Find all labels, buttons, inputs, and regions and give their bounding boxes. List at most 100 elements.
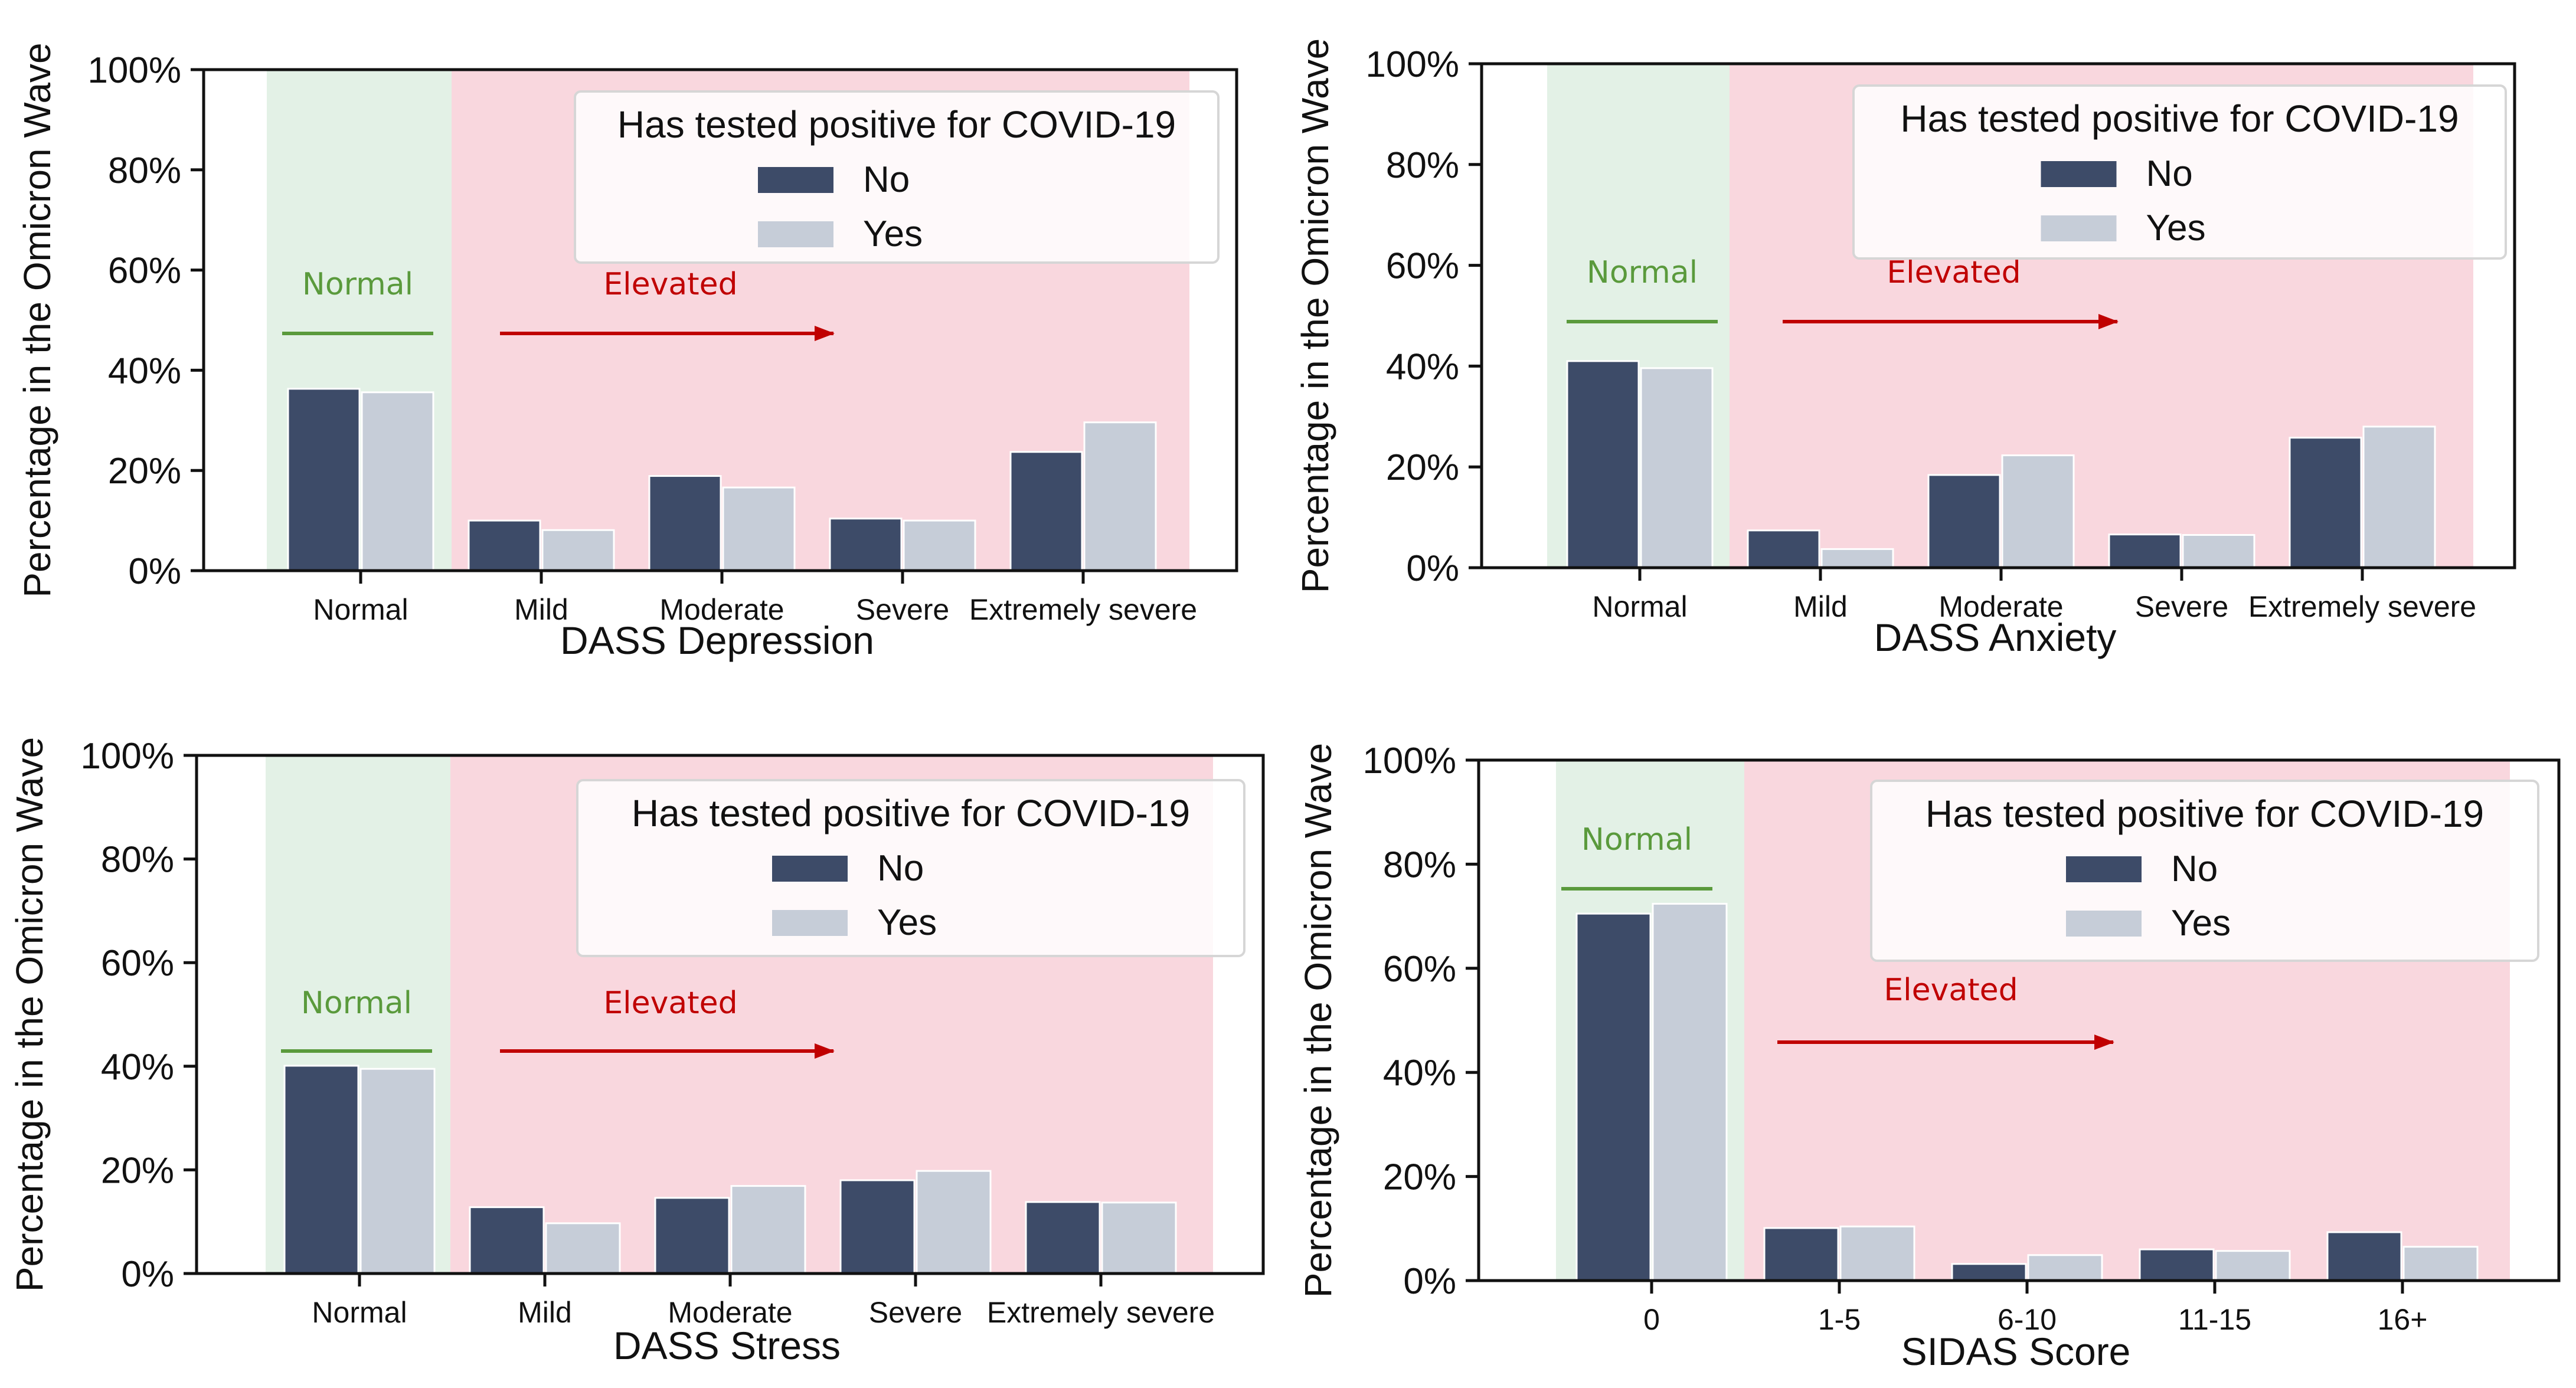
y-tick-label: 20% [1383, 1157, 1456, 1198]
x-tick-label: Normal [1592, 590, 1687, 623]
y-tick-label: 0% [121, 1254, 174, 1295]
x-tick-label: Severe [2135, 590, 2228, 623]
legend-entry-yes: Yes [877, 902, 937, 943]
y-tick-label: 60% [1383, 949, 1456, 990]
legend-swatch-no [2066, 856, 2142, 882]
legend-swatch-yes [2041, 215, 2117, 241]
legend-entry-no: No [2171, 849, 2218, 889]
bar-yes-4 [1101, 1202, 1177, 1275]
bar-no-2 [648, 475, 722, 572]
bar-no-0 [287, 388, 361, 572]
x-tick-label: 16+ [2378, 1303, 2428, 1336]
bar-no-1 [469, 1206, 545, 1275]
y-tick-label: 60% [101, 943, 174, 984]
plot-frame [202, 68, 1238, 572]
legend-title: Has tested positive for COVID-19 [1900, 97, 2459, 140]
legend-title: Has tested positive for COVID-19 [632, 792, 1190, 834]
x-tick-label: Moderate [1938, 590, 2063, 623]
x-axis-label: SIDAS Score [1901, 1330, 2131, 1373]
elevated-annotation: Elevated [603, 986, 737, 1021]
bar-yes-3 [2215, 1250, 2291, 1282]
legend-swatch-yes [2066, 911, 2142, 937]
bar-no-3 [839, 1179, 916, 1275]
y-tick-label: 40% [1383, 1053, 1456, 1094]
bar-no-2 [654, 1197, 730, 1275]
chart-panel-1: 0% 20% 40% 60% 80% 100% Normal Mild Moderate Seve… [16, 42, 1238, 662]
bar-no-2 [1927, 474, 2001, 569]
chart-panel-3: 0% 20% 40% 60% 80% 100% Normal Mild Moderate Seve… [8, 736, 1265, 1367]
y-tick-label: 20% [101, 1150, 174, 1191]
legend-entry-no: No [2146, 153, 2193, 194]
legend-entry-yes: Yes [863, 214, 923, 254]
y-tick-label: 0% [1403, 1261, 1456, 1302]
x-tick-label: 11-15 [2178, 1303, 2251, 1336]
bar-yes-2 [730, 1185, 806, 1275]
bar-yes-3 [903, 519, 976, 572]
bar-yes-3 [2182, 533, 2255, 569]
plot-frame [1480, 62, 2516, 569]
legend: Has tested positive for COVID-19 No Yes [574, 90, 1220, 264]
bar-no-4 [1025, 1201, 1101, 1275]
x-tick-label: Severe [856, 593, 949, 626]
legend-swatch-yes [772, 910, 848, 936]
bar-no-0 [1575, 912, 1652, 1282]
bar-no-3 [829, 518, 903, 572]
elevated-annotation: Elevated [603, 267, 737, 302]
legend-entry-yes: Yes [2171, 903, 2231, 944]
bar-yes-3 [916, 1170, 992, 1275]
bar-yes-0 [1640, 367, 1714, 569]
legend: Has tested positive for COVID-19 No Yes [1870, 780, 2539, 962]
bar-yes-1 [1820, 548, 1894, 569]
y-tick-label: 40% [1386, 346, 1459, 387]
y-tick-label: 60% [108, 251, 181, 292]
y-tick-label: 100% [80, 736, 174, 777]
bar-yes-4 [2362, 425, 2436, 569]
y-tick-label: 0% [128, 551, 181, 592]
x-tick-label: Mild [518, 1296, 572, 1329]
x-tick-label: Mild [1793, 590, 1848, 623]
normal-annotation: Normal [1581, 822, 1692, 857]
normal-annotation: Normal [1587, 255, 1698, 290]
x-tick-label: 1-5 [1818, 1303, 1861, 1336]
legend-entry-no: No [863, 159, 910, 200]
y-axis-label: Percentage in the Omicron Wave [1297, 743, 1339, 1298]
normal-annotation: Normal [302, 267, 413, 302]
x-tick-label: Extremely severe [987, 1296, 1215, 1329]
bar-no-4 [2326, 1231, 2402, 1282]
x-axis-label: DASS Stress [613, 1324, 841, 1367]
bar-yes-0 [361, 391, 434, 572]
plot-frame [1477, 758, 2561, 1282]
x-tick-label: Severe [869, 1296, 962, 1329]
x-tick-label: 6-10 [1998, 1303, 2057, 1336]
y-tick-label: 40% [101, 1047, 174, 1088]
bar-no-4 [1009, 451, 1083, 572]
legend: Has tested positive for COVID-19 No Yes [576, 779, 1245, 957]
bar-yes-1 [541, 529, 615, 572]
y-tick-label: 100% [87, 50, 181, 91]
legend-box [576, 779, 1245, 957]
bar-no-1 [1747, 529, 1820, 569]
y-tick-label: 100% [1362, 741, 1456, 781]
bar-no-4 [2289, 437, 2362, 569]
x-tick-label: Normal [313, 593, 408, 626]
x-tick-label: 0 [1643, 1303, 1660, 1336]
y-axis-label: Percentage in the Omicron Wave [8, 737, 51, 1292]
legend-box [574, 90, 1220, 264]
bar-yes-0 [1652, 902, 1728, 1282]
y-tick-label: 80% [101, 840, 174, 880]
bar-yes-0 [359, 1068, 436, 1275]
bar-no-3 [2139, 1248, 2215, 1282]
legend-swatch-yes [758, 221, 833, 247]
y-tick-label: 20% [1386, 447, 1459, 488]
x-tick-label: Normal [312, 1296, 407, 1329]
bar-yes-2 [722, 486, 796, 572]
y-axis-label: Percentage in the Omicron Wave [1294, 38, 1336, 593]
bar-yes-2 [2027, 1254, 2103, 1282]
x-axis-label: DASS Anxiety [1874, 616, 2117, 659]
bar-no-0 [1566, 360, 1640, 569]
x-tick-label: Mild [514, 593, 568, 626]
bar-yes-1 [1839, 1225, 1915, 1282]
legend-swatch-no [2041, 161, 2117, 187]
legend-title: Has tested positive for COVID-19 [617, 103, 1176, 146]
